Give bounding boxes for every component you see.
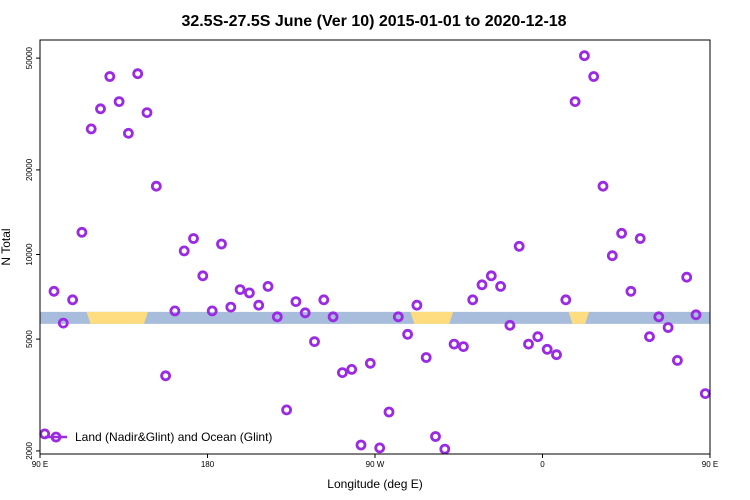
data-point [485, 270, 497, 282]
plot-frame [39, 39, 711, 455]
data-point [579, 50, 590, 62]
data-point [178, 245, 190, 257]
x-tick-label: 0 [540, 460, 545, 469]
data-point [271, 311, 283, 323]
land-ocean-band [40, 311, 710, 324]
data-point [95, 103, 106, 115]
data-point [85, 123, 97, 135]
data-point [606, 250, 618, 262]
data-point [662, 322, 674, 333]
data-point [634, 233, 646, 244]
data-point [411, 299, 423, 311]
data-point [39, 428, 51, 440]
data-point [169, 305, 181, 317]
data-point [513, 240, 525, 252]
data-point [113, 96, 125, 107]
y-tick-label: 2000 [25, 441, 34, 459]
data-point [551, 349, 562, 361]
data-point [290, 296, 302, 308]
data-point [383, 406, 395, 418]
chart-title: 32.5S-27.5S June (Ver 10) 2015-01-01 to … [181, 13, 566, 30]
x-tick-label: 90 E [32, 460, 48, 469]
data-point [504, 319, 516, 331]
data-point [523, 338, 534, 350]
data-point [699, 388, 711, 400]
y-tick-label: 5000 [25, 330, 34, 348]
data-point [160, 370, 172, 382]
data-point [569, 96, 581, 107]
data-point [681, 271, 693, 283]
legend: Land (Nadir&Glint) and Ocean (Glint) [45, 430, 272, 444]
data-point [243, 287, 255, 299]
data-point [262, 280, 274, 292]
data-point [616, 227, 627, 239]
data-point [402, 328, 414, 340]
data-point [439, 443, 451, 455]
data-point [122, 127, 134, 139]
data-point [346, 363, 358, 375]
x-axis: 90 E 180 90 W 0 90 E [32, 454, 718, 469]
data-point [141, 107, 153, 118]
data-point [48, 285, 60, 297]
data-point [355, 439, 367, 451]
land-segment [86, 311, 148, 324]
data-point [560, 294, 572, 306]
data-point [467, 294, 479, 306]
ocean-band [40, 311, 710, 324]
x-tick-label: 90 E [702, 460, 718, 469]
data-point [625, 285, 637, 297]
y-tick-label: 50000 [25, 46, 34, 69]
data-point [234, 284, 246, 296]
data-point [374, 442, 386, 454]
data-point [309, 336, 320, 348]
data-point [132, 68, 144, 80]
data-point [299, 307, 311, 319]
data-point [532, 331, 544, 343]
land-segment [568, 311, 590, 324]
data-point [327, 311, 339, 323]
data-point [67, 294, 78, 306]
legend-label: Land (Nadir&Glint) and Ocean (Glint) [75, 430, 272, 444]
data-point [495, 280, 507, 292]
data-point [644, 331, 655, 343]
data-point [672, 354, 683, 366]
data-point [541, 343, 553, 355]
data-point [188, 233, 199, 244]
legend-marker [50, 431, 62, 443]
x-tick-label: 90 W [366, 460, 385, 469]
data-point [364, 357, 376, 369]
data-point [653, 311, 665, 323]
data-point [57, 317, 69, 329]
y-axis: 2000 5000 10000 20000 50000 [25, 46, 40, 460]
data-point [588, 71, 600, 82]
data-point [104, 71, 116, 82]
data-point [336, 367, 348, 379]
x-tick-label: 180 [201, 460, 215, 469]
data-point [225, 301, 237, 313]
data-point [281, 404, 293, 416]
data-point [253, 299, 265, 311]
data-point [597, 180, 609, 192]
y-tick-label: 20000 [25, 158, 34, 181]
data-point [150, 180, 162, 192]
data-point [392, 311, 404, 323]
land-segment [410, 311, 454, 324]
data-point [420, 352, 432, 363]
data-point [690, 309, 702, 321]
data-point [476, 279, 488, 291]
x-axis-label: Longitude (deg E) [327, 477, 422, 491]
data-point [206, 305, 218, 317]
data-point [430, 431, 441, 442]
data-points [39, 50, 711, 455]
data-point [216, 238, 227, 250]
data-point [76, 226, 88, 238]
data-point [318, 294, 330, 306]
y-tick-label: 10000 [25, 243, 34, 266]
data-point [457, 341, 469, 353]
y-axis-label: N Total [0, 228, 13, 265]
data-point [448, 338, 460, 350]
data-point [197, 270, 209, 282]
